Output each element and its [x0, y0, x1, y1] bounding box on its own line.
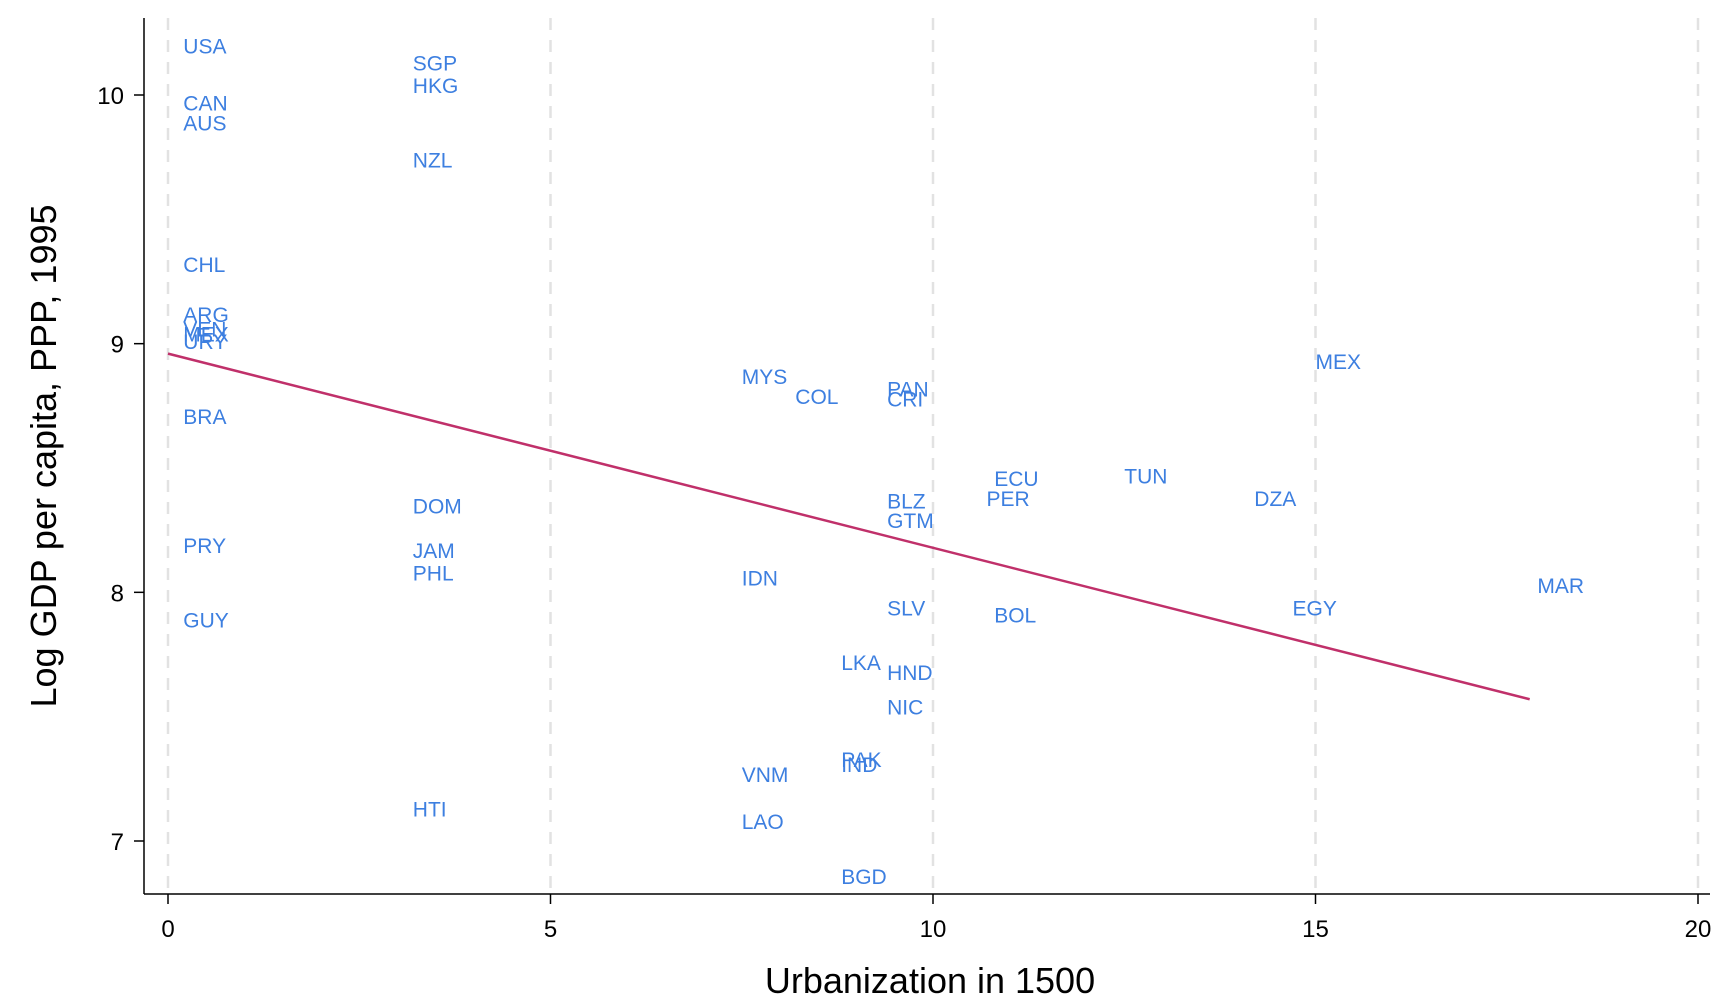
point-label-arg: ARG	[183, 304, 229, 327]
point-label-bol: BOL	[994, 605, 1036, 628]
point-label-usa: USA	[183, 35, 226, 58]
point-label-blz: BLZ	[887, 490, 926, 513]
point-label-gtm: GTM	[887, 510, 934, 533]
point-labels: USACANAUSCHLARGVENMEXURYBRAPRYGUYSGPHKGN…	[183, 35, 1584, 889]
point-label-ury: URY	[183, 331, 227, 354]
point-label-sgp: SGP	[413, 53, 457, 76]
point-label-mar: MAR	[1537, 575, 1584, 598]
point-label-mex: MEX	[1316, 351, 1362, 374]
x-axis-title: Urbanization in 1500	[765, 960, 1095, 1001]
point-label-cri: CRI	[887, 388, 923, 411]
point-label-phl: PHL	[413, 562, 454, 585]
x-ticks: 0 5 10 15 20	[161, 894, 1711, 943]
point-label-pry: PRY	[183, 535, 226, 558]
point-label-bgd: BGD	[841, 866, 887, 889]
point-label-mex: MEX	[183, 324, 229, 347]
point-label-egy: EGY	[1293, 597, 1337, 620]
point-label-can: CAN	[183, 92, 227, 115]
fit-line-group	[167, 352, 1531, 701]
point-label-lka: LKA	[841, 652, 881, 675]
point-label-idn: IDN	[742, 567, 778, 590]
y-tick-label: 10	[97, 83, 124, 110]
x-tick-label: 5	[544, 916, 557, 943]
point-label-guy: GUY	[183, 610, 229, 633]
point-label-mys: MYS	[742, 366, 788, 389]
point-label-tun: TUN	[1124, 465, 1167, 488]
point-label-bra: BRA	[183, 406, 226, 429]
x-tick-label: 10	[920, 916, 947, 943]
point-label-aus: AUS	[183, 112, 226, 135]
point-label-nzl: NZL	[413, 150, 453, 173]
point-label-nic: NIC	[887, 697, 923, 720]
point-label-vnm: VNM	[742, 764, 789, 787]
point-label-pan: PAN	[887, 378, 929, 401]
point-label-ecu: ECU	[994, 468, 1038, 491]
axes	[143, 18, 1710, 895]
point-label-ind: IND	[841, 754, 877, 777]
x-tick-label: 0	[161, 916, 174, 943]
point-label-ven: VEN	[183, 319, 226, 342]
point-label-hkg: HKG	[413, 75, 459, 98]
y-ticks: 7 8 9 10	[97, 83, 144, 856]
y-axis-title: Log GDP per capita, PPP, 1995	[23, 204, 64, 707]
y-tick-label: 8	[111, 580, 124, 607]
point-label-lao: LAO	[742, 811, 784, 834]
y-tick-label: 7	[111, 829, 124, 856]
point-label-per: PER	[987, 488, 1030, 511]
point-label-col: COL	[795, 386, 838, 409]
point-label-jam: JAM	[413, 540, 455, 563]
x-tick-label: 20	[1685, 916, 1712, 943]
grid-lines	[166, 18, 1700, 894]
point-label-hnd: HND	[887, 662, 933, 685]
point-label-slv: SLV	[887, 597, 925, 620]
point-label-hti: HTI	[413, 799, 447, 822]
y-tick-label: 9	[111, 332, 124, 359]
point-label-chl: CHL	[183, 254, 225, 277]
x-tick-label: 15	[1302, 916, 1329, 943]
point-label-dom: DOM	[413, 495, 462, 518]
point-label-dza: DZA	[1254, 488, 1296, 511]
point-label-pak: PAK	[841, 749, 881, 772]
fit-line	[167, 352, 1531, 701]
